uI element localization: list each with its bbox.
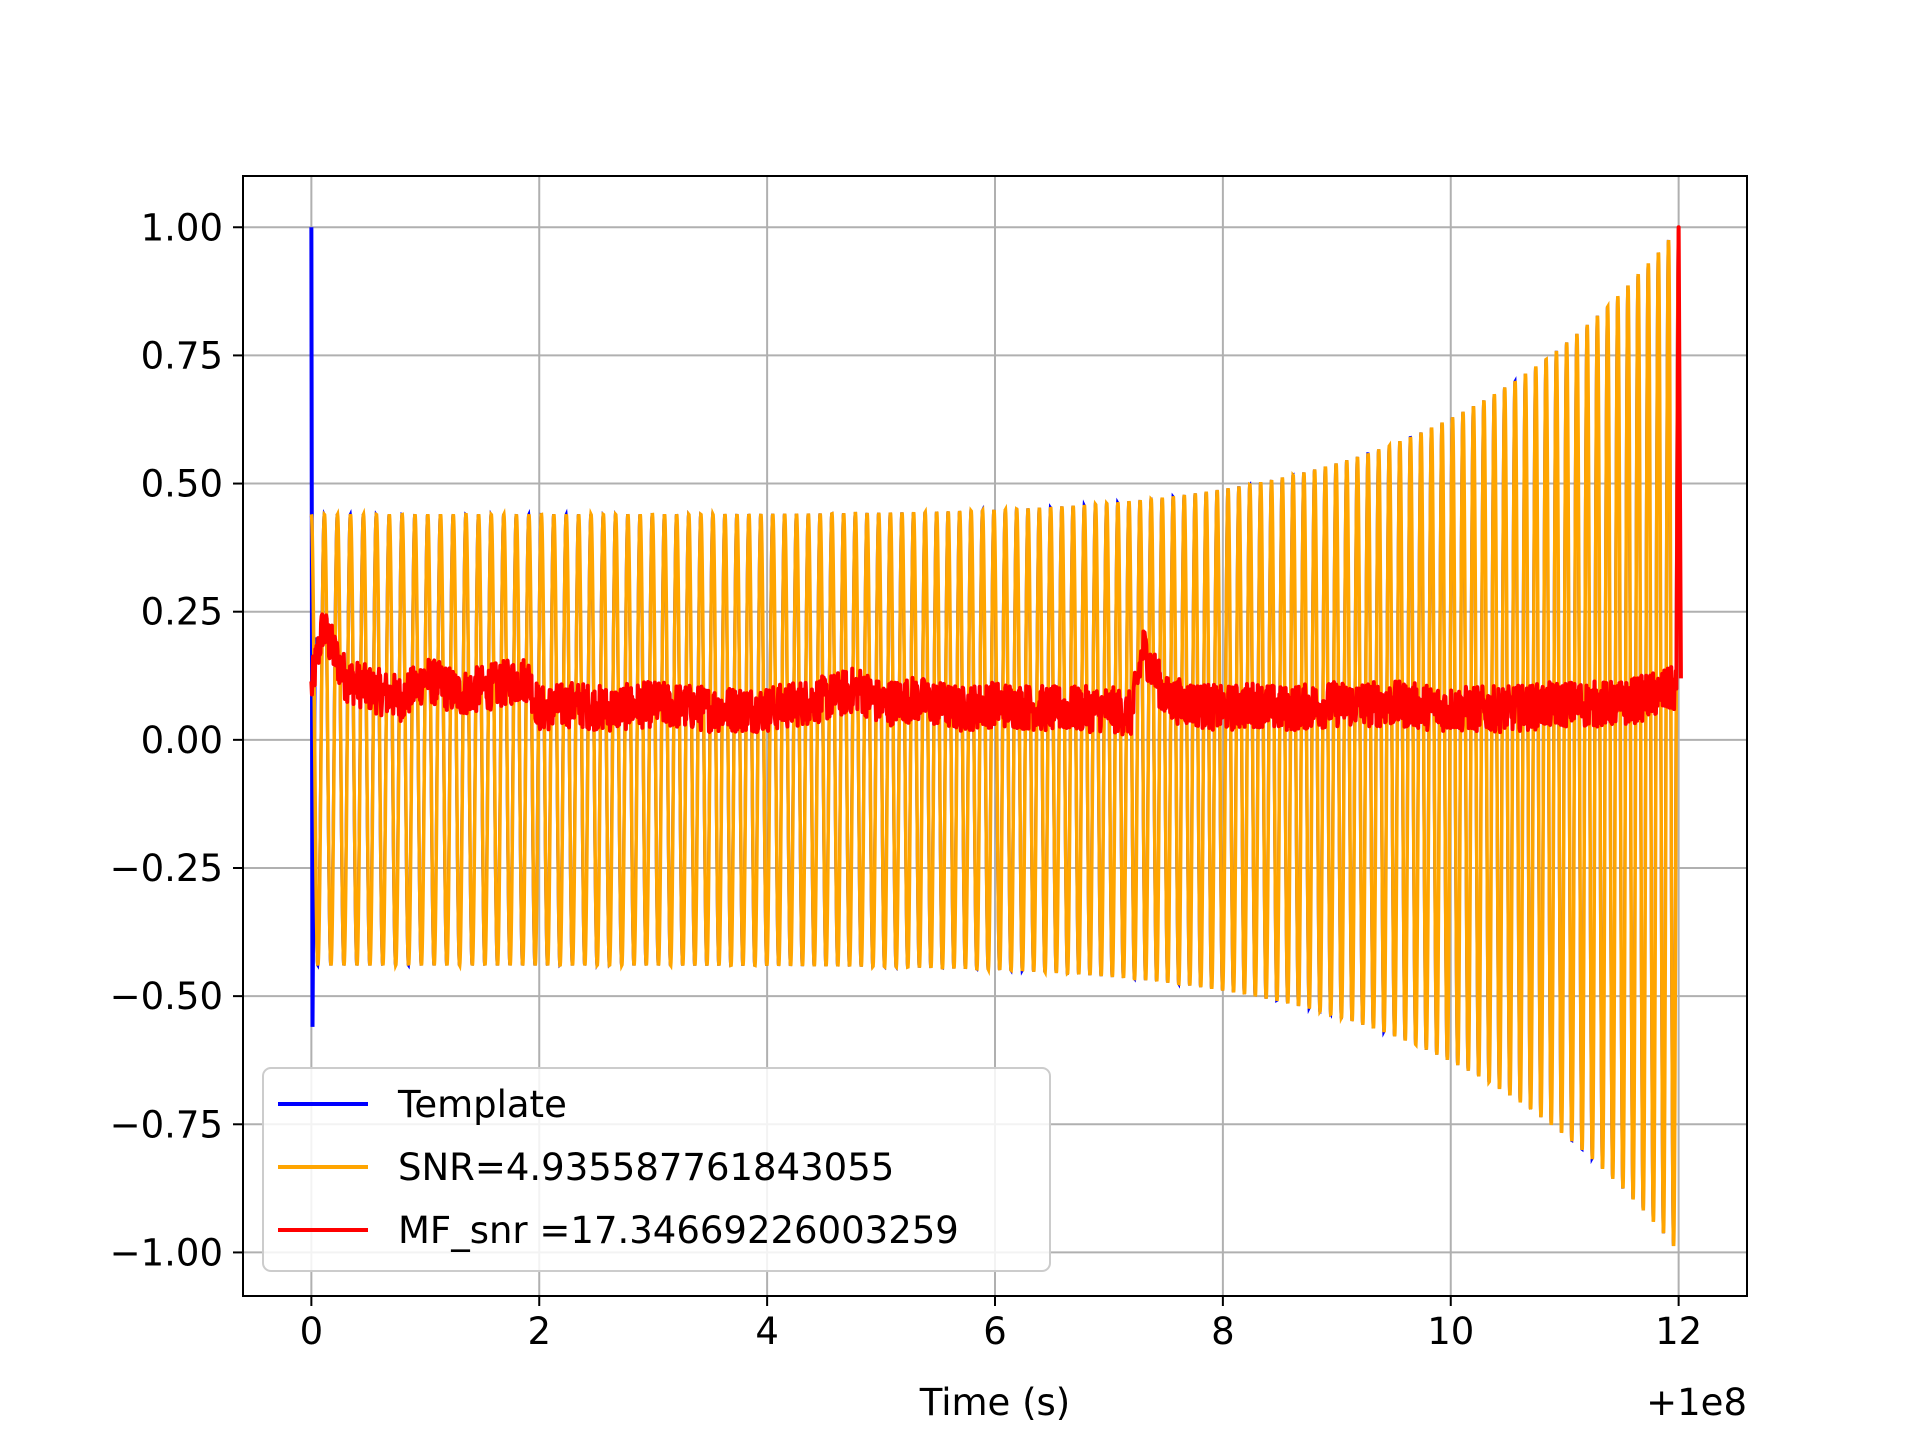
y-tick-label: −1.00 xyxy=(110,1231,223,1274)
x-tick-label: 2 xyxy=(527,1310,551,1353)
x-tick-label: 4 xyxy=(755,1310,779,1353)
x-tick-label: 6 xyxy=(983,1310,1007,1353)
y-tick-label: −0.25 xyxy=(110,847,223,890)
y-tick-label: 0.50 xyxy=(141,463,223,506)
axis-ticks: 0 2 4 6 8 10 12 1.00 0.75 0.50 0.25 0.00 −0.25 −0.50 −… xyxy=(110,206,1703,1353)
series-mf-snr-line xyxy=(309,225,1683,737)
x-tick-label: 0 xyxy=(300,1310,324,1353)
y-tick-label: 1.00 xyxy=(141,206,223,249)
y-tick-label: 0.75 xyxy=(141,334,223,377)
legend-box xyxy=(262,1067,1051,1272)
legend-label: Template xyxy=(397,1083,567,1126)
series-snr-line xyxy=(309,227,1681,1247)
series-lines xyxy=(309,225,1683,1247)
y-tick-label: 0.25 xyxy=(141,591,223,634)
x-axis-label: Time (s) xyxy=(919,1381,1070,1424)
legend-label: SNR=4.935587761843055 xyxy=(398,1146,894,1189)
x-tick-label: 12 xyxy=(1655,1310,1702,1353)
legend-label: MF_snr =17.34669226003259 xyxy=(398,1209,959,1252)
y-tick-label: −0.50 xyxy=(110,975,223,1018)
x-tick-label: 8 xyxy=(1211,1310,1235,1353)
y-tick-label: 0.00 xyxy=(141,719,223,762)
legend: Template SNR=4.935587761843055 MF_snr =17.… xyxy=(262,1067,1051,1272)
y-tick-label: −0.75 xyxy=(110,1103,223,1146)
x-tick-label: 10 xyxy=(1427,1310,1474,1353)
x-axis-offset-label: +1e8 xyxy=(1646,1381,1747,1424)
